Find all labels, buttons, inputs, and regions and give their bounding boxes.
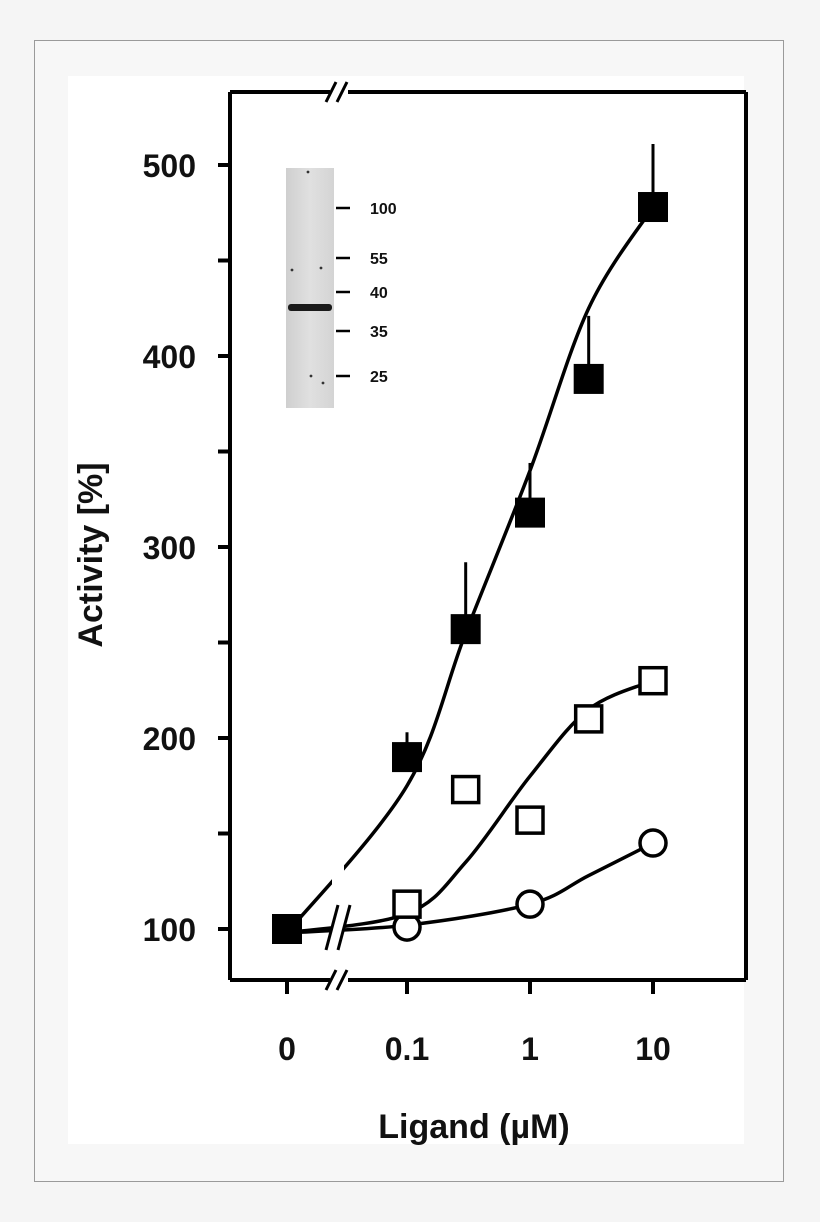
x-tick-label: 0.1 [385, 1031, 429, 1067]
point-filled-square [638, 192, 668, 223]
point-filled-square [272, 914, 302, 944]
gel-marker-label: 55 [370, 251, 388, 268]
gel-band [288, 304, 332, 311]
point-filled-square [392, 742, 422, 773]
x-tick-label: 10 [635, 1031, 671, 1067]
curve-break-mark [324, 904, 340, 951]
x-axis-title: Ligand (µM) [378, 1108, 569, 1146]
gel-speck [309, 374, 313, 378]
fit-curve-filled-square [285, 206, 655, 934]
y-tick-label: 100 [143, 912, 196, 948]
y-tick-label: 400 [143, 339, 196, 375]
axis-break-mark [324, 81, 338, 103]
axis-break-mark [335, 969, 349, 991]
y-axis-title: Activity [%] [72, 462, 110, 647]
gel-marker-label: 100 [370, 201, 397, 218]
x-tick-label: 1 [521, 1031, 539, 1067]
point-filled-square [515, 497, 545, 528]
point-open-square [515, 805, 545, 835]
axis-break-mark [324, 969, 338, 991]
gel-inset: 100 55 40 35 25 [286, 168, 397, 408]
plot-background [68, 76, 744, 1144]
y-tick-label: 200 [143, 721, 196, 757]
gel-speck [306, 170, 310, 174]
point-filled-square [450, 614, 481, 645]
y-tick-label: 300 [143, 530, 196, 566]
point-open-square [450, 774, 481, 805]
point-open-square [638, 665, 668, 696]
gel-speck [319, 266, 323, 270]
point-open-square [392, 889, 422, 919]
point-filled-square [573, 363, 604, 394]
gel-marker-label: 25 [370, 369, 388, 386]
x-tick-label: 0 [278, 1031, 296, 1067]
gel-marker-label: 35 [370, 324, 388, 341]
axis-break-mark [335, 81, 349, 103]
tick-labels: 100 200 300 400 500 0 0.1 1 10 [143, 148, 671, 1067]
gel-speck [321, 381, 325, 385]
point-open-circle [638, 828, 668, 858]
point-open-square [573, 704, 604, 734]
curve-break-mark [336, 904, 352, 951]
data-points [272, 192, 668, 944]
axes [218, 81, 748, 994]
point-open-circle [515, 889, 545, 919]
gel-marker-label: 40 [370, 285, 388, 302]
gel-speck [290, 268, 294, 272]
y-tick-label: 500 [143, 148, 196, 184]
fit-curves [285, 206, 655, 951]
gel-lane [286, 168, 334, 408]
error-bars [405, 143, 655, 758]
